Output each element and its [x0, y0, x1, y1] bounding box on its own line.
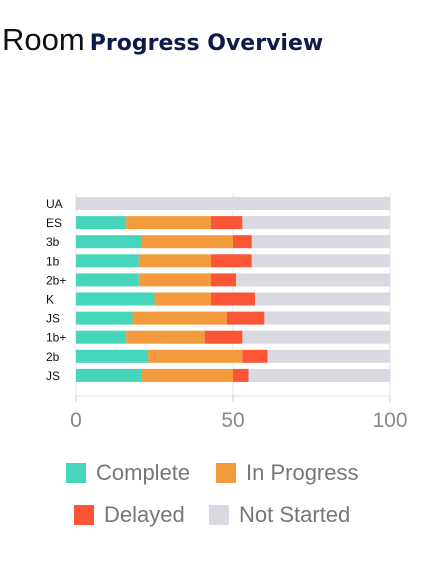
bar-in-progress-1b-7 [126, 330, 205, 344]
bar-complete-js-9 [76, 368, 142, 382]
x-tick-label-100: 100 [372, 409, 407, 432]
bar-not-started-ua-0 [76, 197, 390, 210]
bar-complete-3b-2 [76, 235, 142, 249]
bar-delayed-k-5 [211, 292, 255, 306]
category-label-es-1: ES [46, 216, 62, 230]
bar-in-progress-3b-2 [141, 235, 233, 249]
bar-in-progress-1b-3 [138, 254, 212, 268]
bar-complete-js-6 [76, 311, 133, 325]
chart-title: Room Progress Overview [2, 22, 323, 58]
bar-in-progress-k-5 [154, 292, 212, 306]
bar-not-started-1b-7 [242, 330, 390, 344]
x-tick-label-0: 0 [70, 409, 82, 432]
stacked-bar-chart: UA ES 3b 1b 2b+ K JS 1b+ 2b JS 0 50 100 [46, 193, 408, 432]
bar-delayed-3b-2 [233, 235, 252, 249]
bar-in-progress-2b-8 [148, 349, 243, 363]
legend-swatch-in-progress [216, 463, 236, 483]
bar-complete-2b-4 [76, 273, 139, 287]
bar-in-progress-js-6 [132, 311, 227, 325]
bar-not-started-js-6 [264, 311, 390, 325]
category-label-1b-7: 1b+ [46, 331, 66, 345]
bar-not-started-k-5 [254, 292, 390, 306]
legend-label-in-progress: In Progress [246, 460, 359, 485]
bar-complete-k-5 [76, 292, 155, 306]
legend-swatch-complete [66, 463, 86, 483]
category-label-3b-2: 3b [46, 235, 60, 249]
legend-item-delayed: Delayed [74, 502, 185, 528]
bar-in-progress-2b-4 [138, 273, 212, 287]
legend-label-complete: Complete [96, 460, 191, 485]
title-progress-overview: Progress Overview [89, 31, 324, 56]
bar-not-started-3b-2 [251, 235, 390, 249]
legend-item-complete: Complete [66, 460, 190, 486]
legend-swatch-not-started [209, 505, 229, 525]
legend-item-not-started: Not Started [209, 502, 350, 528]
category-label-2b-4: 2b+ [46, 273, 66, 287]
legend-label-delayed: Delayed [104, 502, 185, 527]
bar-delayed-2b-4 [211, 273, 237, 287]
bar-not-started-es-1 [242, 216, 390, 230]
bar-delayed-es-1 [211, 216, 243, 230]
bar-in-progress-es-1 [126, 216, 212, 230]
bar-complete-1b-3 [76, 254, 139, 268]
category-label-k-5: K [46, 293, 54, 307]
bar-complete-es-1 [76, 216, 127, 230]
bar-delayed-js-9 [233, 368, 249, 382]
legend-swatch-delayed [74, 505, 94, 525]
bar-delayed-2b-8 [242, 349, 268, 363]
bar-delayed-js-6 [226, 311, 265, 325]
bar-delayed-1b-7 [204, 330, 243, 344]
bar-not-started-js-9 [248, 368, 390, 382]
bar-not-started-2b-8 [267, 349, 390, 363]
bar-delayed-1b-3 [211, 254, 252, 268]
legend-label-not-started: Not Started [239, 502, 351, 527]
category-label-1b-3: 1b [46, 254, 60, 268]
category-label-2b-8: 2b [46, 350, 60, 364]
bar-complete-1b-7 [76, 330, 127, 344]
bar-in-progress-js-9 [141, 368, 233, 382]
category-label-ua-0: UA [46, 197, 63, 211]
bar-complete-2b-8 [76, 349, 149, 363]
x-tick-label-50: 50 [221, 409, 244, 432]
bar-not-started-1b-3 [251, 254, 390, 268]
bar-not-started-2b-4 [236, 273, 390, 287]
category-label-js-6: JS [46, 312, 60, 326]
legend-item-in-progress: In Progress [216, 460, 359, 486]
category-label-js-9: JS [46, 369, 60, 383]
title-room: Room [2, 22, 85, 57]
